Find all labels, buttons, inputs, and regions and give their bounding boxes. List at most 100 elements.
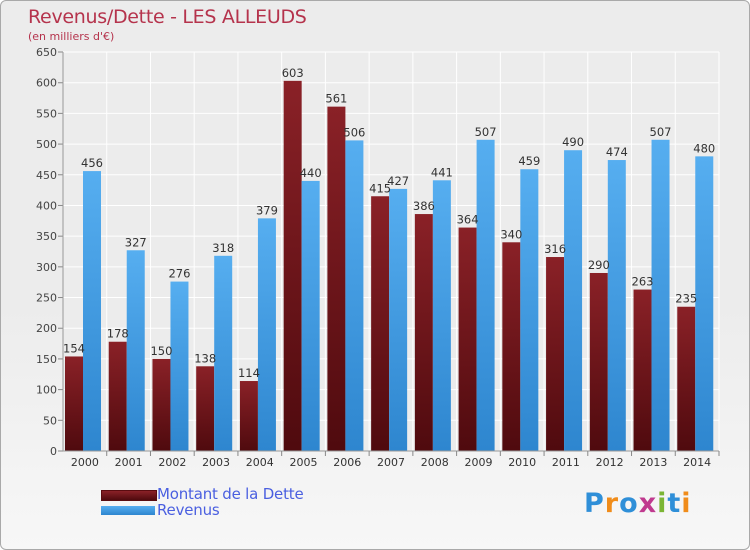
x-tick-label: 2009 [464,456,492,469]
bar-debt [65,356,83,451]
x-tick-label: 2014 [683,456,711,469]
bar-revenue [520,169,539,451]
bar-revenue [651,139,670,451]
bar-debt [283,80,302,451]
data-label-revenue: 456 [81,156,103,170]
y-tick-label: 50 [43,414,57,427]
y-tick-label: 200 [36,322,57,335]
x-tick-label: 2002 [158,456,186,469]
x-tick-label: 2008 [421,456,449,469]
chart-title: Revenus/Dette - LES ALLEUDS [28,6,307,28]
data-label-revenue: 490 [562,135,584,149]
data-label-debt: 415 [369,181,391,195]
legend-label-revenue: Revenus [157,501,220,519]
bar-debt [546,257,565,451]
bar-debt [677,306,696,451]
legend-label-debt: Montant de la Dette [157,485,304,503]
bar-debt [589,272,608,451]
bar-debt [152,358,171,451]
logo-letter: r [604,488,620,519]
y-tick-label: 150 [36,353,57,366]
bar-revenue [345,140,364,451]
bar-debt [239,381,258,451]
data-label-debt: 114 [238,366,260,380]
logo-letter: P [584,488,605,519]
data-label-debt: 290 [588,258,610,272]
bar-revenue [170,281,189,451]
data-label-revenue: 327 [125,235,147,249]
data-label-debt: 561 [325,92,347,106]
bar-debt [327,106,346,451]
logo-letter: i [657,488,668,519]
y-tick-label: 100 [36,384,57,397]
data-label-revenue: 276 [168,267,190,281]
bar-debt [502,242,521,451]
data-label-revenue: 480 [693,141,715,155]
bar-revenue [564,150,583,451]
y-tick-label: 450 [36,169,57,182]
y-tick-label: 600 [36,77,57,90]
bar-revenue [257,218,276,451]
y-tick-label: 250 [36,292,57,305]
bar-revenue [83,171,101,451]
x-tick-label: 2003 [202,456,230,469]
logo-letter: i [681,488,692,519]
y-tick-label: 500 [36,138,57,151]
data-label-debt: 386 [413,199,435,213]
data-label-revenue: 318 [212,241,234,255]
bar-debt [196,366,215,451]
bar-revenue [432,180,451,452]
bar-revenue [214,255,233,451]
y-tick-label: 350 [36,230,57,243]
x-tick-label: 2005 [290,456,318,469]
data-label-revenue: 459 [518,154,540,168]
x-tick-label: 2006 [333,456,361,469]
data-label-revenue: 440 [300,166,322,180]
y-tick-label: 550 [36,107,57,120]
bar-debt [414,214,433,451]
bar-debt [371,196,390,451]
data-label-revenue: 507 [650,125,672,139]
data-label-revenue: 441 [431,165,453,179]
data-label-debt: 263 [632,275,654,289]
data-label-debt: 154 [63,341,85,355]
bar-debt [108,341,127,451]
x-tick-label: 2001 [115,456,143,469]
x-tick-label: 2012 [596,456,624,469]
y-tick-label: 300 [36,261,57,274]
axes: 0 50 100 150 200 250 300 350 400 450 500 550 600 650 2… [36,46,720,469]
data-label-debt: 603 [282,66,304,80]
data-label-debt: 364 [457,213,479,227]
logo-letter: x [638,488,658,519]
bar-revenue [607,160,626,451]
bar-revenue [695,156,714,451]
bar-revenue [476,139,495,451]
data-label-debt: 178 [107,327,129,341]
data-label-debt: 150 [150,344,172,358]
data-label-revenue: 506 [343,125,365,139]
x-tick-label: 2010 [508,456,536,469]
logo-letter: t [667,488,682,519]
y-tick-label: 650 [36,46,57,59]
data-label-revenue: 427 [387,174,409,188]
logo-letter: o [619,488,639,519]
x-tick-label: 2007 [377,456,405,469]
x-tick-label: 2000 [71,456,99,469]
data-label-debt: 340 [500,227,522,241]
x-tick-label: 2013 [639,456,667,469]
x-tick-label: 2011 [552,456,580,469]
data-label-debt: 138 [194,351,216,365]
data-label-debt: 235 [675,292,697,306]
proxiti-logo: Proxiti [584,488,692,519]
y-tick-label: 0 [50,445,57,458]
chart-subtitle: (en milliers d'€) [28,30,115,43]
bar-revenue [126,250,145,451]
legend-swatch-revenue [101,506,155,515]
y-tick-label: 400 [36,199,57,212]
bar-debt [458,227,477,451]
data-label-revenue: 474 [606,145,628,159]
x-tick-label: 2004 [246,456,274,469]
data-label-revenue: 379 [256,203,278,217]
